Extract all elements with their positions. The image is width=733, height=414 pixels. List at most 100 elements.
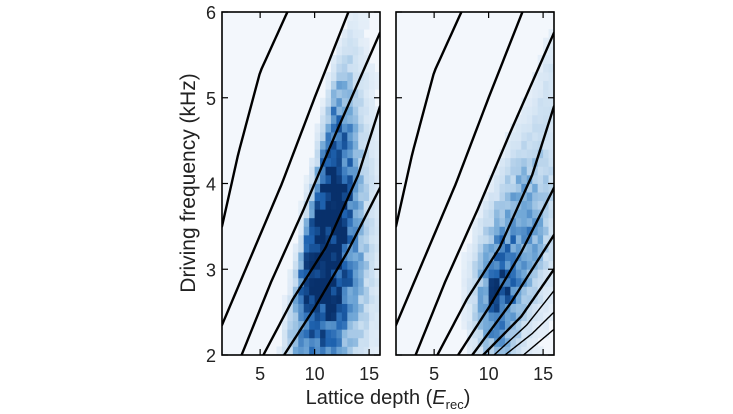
- heatmap-cell: [461, 312, 468, 322]
- heatmap-cell: [309, 192, 316, 202]
- heatmap-cell: [499, 269, 506, 279]
- heatmap-cell: [515, 277, 522, 287]
- heatmap-cell: [330, 243, 337, 253]
- heatmap-cell: [369, 329, 375, 339]
- heatmap-cell: [472, 243, 479, 253]
- heatmap-cell: [374, 226, 380, 236]
- heatmap-cell: [526, 183, 533, 193]
- heatmap-cell: [352, 320, 359, 330]
- heatmap-cell: [488, 260, 495, 270]
- heatmap-cell: [347, 209, 354, 219]
- heatmap-cell: [510, 192, 517, 202]
- heatmap-cell: [314, 217, 321, 227]
- y-tick-labels: 2 3 4 5 6: [206, 3, 216, 366]
- x-axis-label-subscript: rec: [446, 397, 465, 412]
- heatmap-cell: [358, 114, 365, 124]
- heatmap-cell: [532, 97, 539, 107]
- heatmap-cell: [336, 140, 343, 150]
- heatmap-cell: [369, 132, 375, 142]
- heatmap-cell: [494, 329, 500, 339]
- heatmap-cell: [488, 192, 495, 202]
- heatmap-cell: [358, 252, 365, 262]
- x-tick-labels: 5 10 15 5 10 15: [255, 364, 553, 384]
- heatmap-cell: [526, 217, 533, 227]
- heatmap-cell: [287, 286, 294, 296]
- heatmap-cell: [314, 260, 321, 270]
- heatmap-cell: [369, 209, 375, 219]
- heatmap-cell: [548, 166, 554, 176]
- heatmap-cell: [347, 303, 354, 313]
- heatmap-cell: [325, 269, 332, 279]
- heatmap-cell: [374, 294, 380, 304]
- heatmap-cell: [325, 346, 332, 355]
- heatmap-cell: [499, 337, 506, 347]
- heatmap-cell: [281, 337, 288, 347]
- heatmap-cell: [358, 260, 365, 270]
- heatmap-cell: [510, 174, 517, 184]
- heatmap-cell: [341, 37, 348, 47]
- heatmap-cell: [499, 286, 506, 296]
- heatmap-cell: [515, 192, 522, 202]
- heatmap-cell: [374, 217, 380, 227]
- heatmap-cell: [292, 260, 299, 270]
- heatmap-cell: [358, 183, 365, 193]
- heatmap-cell: [499, 217, 506, 227]
- heatmap-cell: [298, 320, 305, 330]
- heatmap-cell: [532, 192, 539, 202]
- heatmap-cell: [488, 200, 495, 210]
- heatmap-cell: [281, 303, 288, 313]
- heatmap-cell: [320, 166, 326, 176]
- heatmap-cell: [358, 320, 365, 330]
- heatmap-cell: [325, 123, 332, 133]
- y-tick-label: 5: [206, 89, 216, 109]
- heatmap-cell: [341, 329, 348, 339]
- heatmap-cell: [543, 329, 549, 339]
- heatmap-cell: [336, 329, 343, 339]
- heatmap-cell: [352, 303, 359, 313]
- heatmap-cell: [374, 286, 380, 296]
- heatmap-cell: [548, 149, 554, 159]
- heatmap-cell: [543, 149, 549, 159]
- heatmap-cell: [276, 346, 283, 355]
- heatmap-cell: [363, 174, 370, 184]
- heatmap-cell: [341, 260, 348, 270]
- heatmap-cell: [358, 63, 365, 73]
- heatmap-cell: [515, 157, 522, 167]
- heatmap-cell: [358, 166, 365, 176]
- heatmap-cell: [477, 252, 484, 262]
- heatmap-cell: [358, 346, 365, 355]
- heatmap-cell: [330, 183, 337, 193]
- heatmap-cell: [488, 217, 495, 227]
- heatmap-cell: [510, 269, 517, 279]
- heatmap-cell: [494, 200, 500, 210]
- heatmap-cell: [369, 337, 375, 347]
- heatmap-cell: [325, 252, 332, 262]
- heatmap-cell: [548, 63, 554, 73]
- heatmap-cell: [314, 226, 321, 236]
- heatmap-cell: [504, 157, 511, 167]
- heatmap-cell: [330, 149, 337, 159]
- heatmap-cell: [543, 89, 549, 99]
- heatmap-cell: [510, 252, 517, 262]
- heatmap-cell: [510, 132, 517, 142]
- right-panel-ticks: [396, 11, 554, 356]
- heatmap-cell: [325, 192, 332, 202]
- heatmap-cell: [336, 312, 343, 322]
- heatmap-cell: [466, 252, 473, 262]
- heatmap-cell: [374, 320, 380, 330]
- heatmap-cell: [298, 294, 305, 304]
- heatmap-cell: [543, 312, 549, 322]
- heatmap-cell: [369, 217, 375, 227]
- heatmap-cell: [325, 114, 332, 124]
- heatmap-cell: [341, 183, 348, 193]
- heatmap-cell: [336, 157, 343, 167]
- heatmap-cell: [499, 200, 506, 210]
- heatmap-cell: [548, 217, 554, 227]
- heatmap-cell: [320, 132, 326, 142]
- heatmap-cell: [548, 192, 554, 202]
- heatmap-cell: [494, 303, 500, 313]
- heatmap-cell: [320, 303, 326, 313]
- heatmap-cell: [363, 37, 370, 47]
- heatmap-cell: [526, 157, 533, 167]
- heatmap-cell: [499, 183, 506, 193]
